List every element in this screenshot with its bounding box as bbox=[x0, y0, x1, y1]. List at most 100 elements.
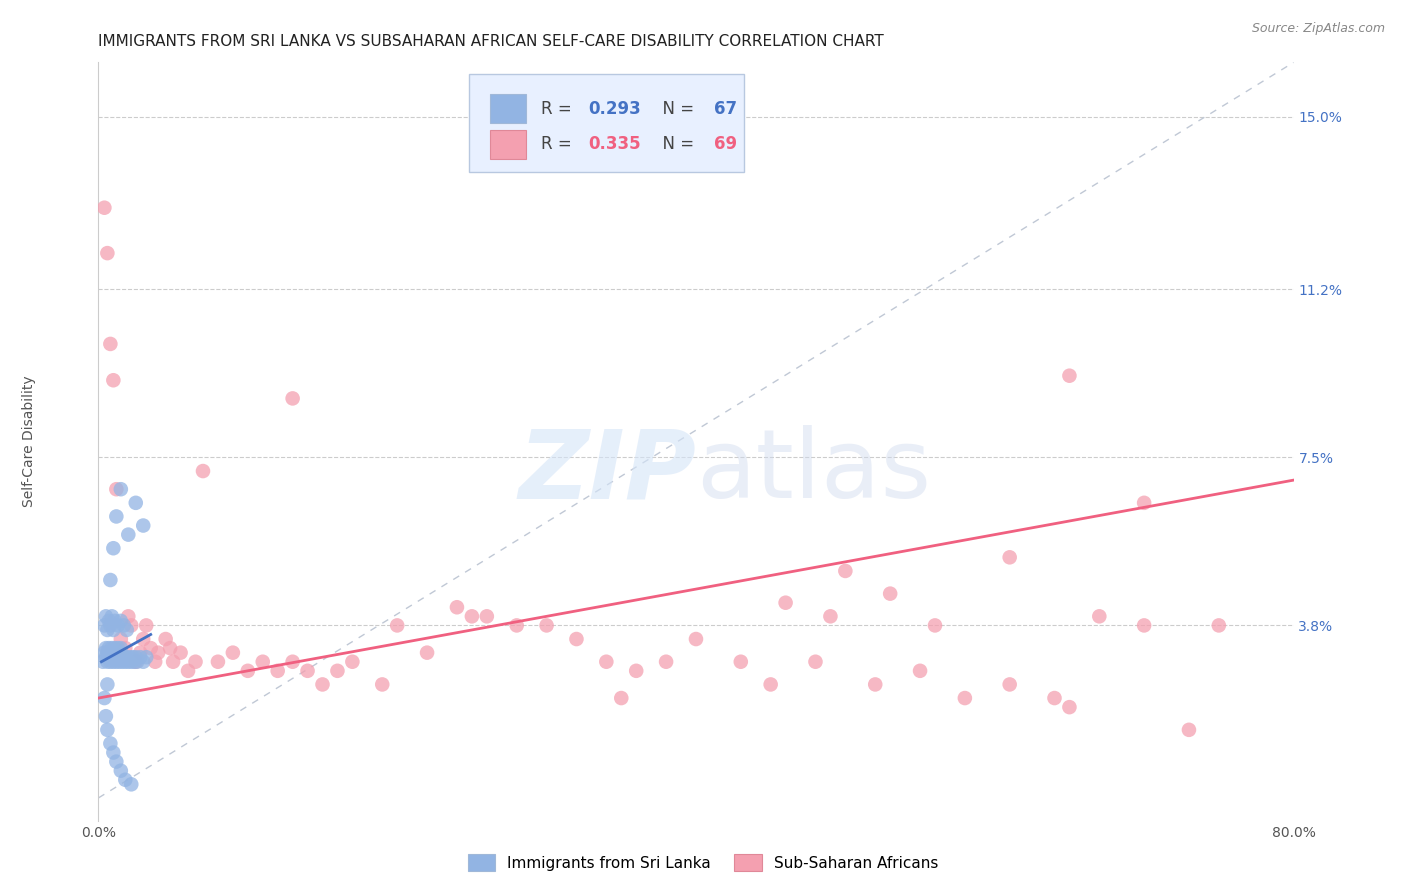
Point bbox=[222, 646, 245, 660]
Point bbox=[177, 664, 200, 678]
Text: R =: R = bbox=[541, 136, 576, 153]
Point bbox=[129, 646, 152, 660]
Point bbox=[110, 482, 132, 496]
Point bbox=[120, 777, 142, 791]
Point bbox=[110, 641, 132, 656]
Point bbox=[1059, 700, 1081, 714]
Point bbox=[108, 646, 131, 660]
Point bbox=[143, 655, 166, 669]
Point bbox=[111, 655, 134, 669]
Point bbox=[125, 496, 148, 510]
Point bbox=[96, 677, 118, 691]
Y-axis label: Self-Care Disability: Self-Care Disability bbox=[22, 376, 37, 508]
Text: IMMIGRANTS FROM SRI LANKA VS SUBSAHARAN AFRICAN SELF-CARE DISABILITY CORRELATION: IMMIGRANTS FROM SRI LANKA VS SUBSAHARAN … bbox=[98, 34, 884, 49]
Point bbox=[924, 618, 946, 632]
Point bbox=[101, 641, 124, 656]
Point bbox=[104, 614, 127, 628]
Point bbox=[96, 246, 118, 260]
Point bbox=[297, 664, 319, 678]
Point bbox=[132, 655, 155, 669]
Point bbox=[655, 655, 678, 669]
Point bbox=[132, 632, 155, 646]
Text: R =: R = bbox=[541, 100, 576, 118]
Point bbox=[125, 655, 148, 669]
Point bbox=[98, 655, 122, 669]
Point bbox=[114, 641, 136, 656]
Point bbox=[311, 677, 333, 691]
Point bbox=[135, 618, 157, 632]
Point bbox=[127, 655, 149, 669]
Point bbox=[117, 609, 139, 624]
Point bbox=[105, 755, 128, 769]
Point bbox=[236, 664, 259, 678]
Point bbox=[998, 550, 1021, 565]
Point bbox=[804, 655, 827, 669]
Point bbox=[105, 482, 128, 496]
Point bbox=[1178, 723, 1201, 737]
Point bbox=[110, 632, 132, 646]
Point bbox=[191, 464, 214, 478]
Point bbox=[103, 541, 125, 556]
FancyBboxPatch shape bbox=[491, 95, 526, 123]
Point bbox=[98, 573, 122, 587]
Point bbox=[461, 609, 484, 624]
Text: 67: 67 bbox=[714, 100, 737, 118]
Text: atlas: atlas bbox=[696, 425, 931, 518]
Point bbox=[117, 527, 139, 541]
Point bbox=[267, 664, 290, 678]
Point bbox=[118, 650, 141, 665]
Point bbox=[104, 650, 127, 665]
Point bbox=[115, 650, 138, 665]
Point bbox=[117, 655, 139, 669]
Point bbox=[1059, 368, 1081, 383]
Point bbox=[162, 655, 184, 669]
Point bbox=[342, 655, 364, 669]
Point bbox=[93, 201, 115, 215]
Point bbox=[865, 677, 887, 691]
Point bbox=[159, 641, 181, 656]
Point bbox=[998, 677, 1021, 691]
Text: ZIP: ZIP bbox=[517, 425, 696, 518]
Point bbox=[104, 641, 127, 656]
Point bbox=[1133, 618, 1156, 632]
Legend: Immigrants from Sri Lanka, Sub-Saharan Africans: Immigrants from Sri Lanka, Sub-Saharan A… bbox=[461, 848, 945, 877]
FancyBboxPatch shape bbox=[491, 130, 526, 159]
Point bbox=[371, 677, 394, 691]
Point bbox=[281, 392, 304, 406]
Point bbox=[879, 587, 901, 601]
Point bbox=[107, 618, 129, 632]
Point bbox=[132, 518, 155, 533]
Point bbox=[475, 609, 498, 624]
Point bbox=[834, 564, 856, 578]
Point bbox=[103, 623, 125, 637]
Point bbox=[148, 646, 170, 660]
Point bbox=[107, 641, 129, 656]
Text: 0.293: 0.293 bbox=[589, 100, 641, 118]
Text: N =: N = bbox=[652, 100, 699, 118]
Point bbox=[730, 655, 752, 669]
Point bbox=[610, 691, 633, 706]
Point bbox=[135, 650, 157, 665]
Point bbox=[281, 655, 304, 669]
Point bbox=[775, 596, 797, 610]
Point bbox=[112, 650, 135, 665]
Point bbox=[184, 655, 207, 669]
Point bbox=[101, 609, 124, 624]
Text: Source: ZipAtlas.com: Source: ZipAtlas.com bbox=[1251, 22, 1385, 36]
Point bbox=[93, 691, 115, 706]
Point bbox=[595, 655, 617, 669]
Point bbox=[685, 632, 707, 646]
Point bbox=[953, 691, 976, 706]
Point bbox=[120, 655, 142, 669]
Point bbox=[385, 618, 409, 632]
Point bbox=[536, 618, 558, 632]
Point bbox=[121, 650, 143, 665]
Point bbox=[1088, 609, 1111, 624]
Point bbox=[96, 723, 118, 737]
Point bbox=[103, 373, 125, 387]
Point bbox=[97, 650, 120, 665]
Point bbox=[446, 600, 468, 615]
Text: N =: N = bbox=[652, 136, 699, 153]
Point bbox=[155, 632, 177, 646]
Point bbox=[1043, 691, 1066, 706]
